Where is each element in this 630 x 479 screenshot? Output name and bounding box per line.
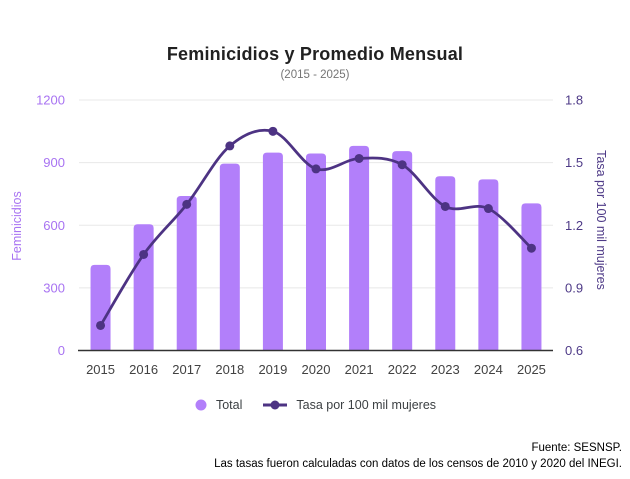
bar-2015[interactable] — [90, 264, 111, 351]
note-line: Las tasas fueron calculadas con datos de… — [214, 458, 622, 470]
legend-label-tasa: Tasa por 100 mil mujeres — [296, 398, 437, 412]
bar-2025[interactable] — [521, 203, 542, 351]
bar-2016[interactable] — [133, 224, 154, 351]
legend-item-tasa: Tasa por 100 mil mujeres — [262, 398, 436, 412]
x-axis-tick: 2018 — [215, 362, 244, 377]
x-axis-tick: 2023 — [431, 362, 460, 377]
x-axis-tick: 2022 — [388, 362, 417, 377]
bar-2024[interactable] — [478, 179, 499, 351]
x-axis-tick: 2019 — [258, 362, 287, 377]
line-point-2024[interactable] — [483, 204, 493, 214]
y-axis-left-tick: 300 — [43, 280, 65, 295]
total-circle-marker-icon — [195, 399, 207, 411]
bar-2021[interactable] — [349, 145, 370, 351]
y-axis-right-tick: 1.5 — [565, 155, 583, 170]
right-axis-title: Tasa por 100 mil mujeres — [594, 150, 608, 290]
line-point-2023[interactable] — [440, 201, 450, 211]
legend-item-total: Total — [194, 398, 242, 412]
bar-2018[interactable] — [219, 163, 240, 351]
bar-2019[interactable] — [262, 152, 283, 351]
bar-2023[interactable] — [435, 176, 456, 351]
chart-footnote: Fuente: SESNSP. Las tasas fueron calcula… — [214, 440, 622, 472]
y-axis-right-tick: 1.8 — [565, 93, 583, 108]
x-axis-tick: 2020 — [302, 362, 331, 377]
line-point-2025[interactable] — [526, 243, 536, 253]
x-axis-tick: 2017 — [172, 362, 201, 377]
line-point-2016[interactable] — [139, 249, 149, 259]
x-axis-tick: 2015 — [86, 362, 115, 377]
rate-line — [99, 128, 533, 327]
bar-2022[interactable] — [392, 151, 413, 351]
source-line: Fuente: SESNSP. — [531, 442, 622, 454]
y-axis-left-tick: 1200 — [36, 93, 65, 108]
line-point-2015[interactable] — [96, 320, 106, 330]
chart-subtitle: (2015 - 2025) — [280, 69, 350, 81]
line-point-2020[interactable] — [311, 164, 321, 174]
chart-legend: Total Tasa por 100 mil mujeres — [0, 398, 630, 412]
legend-label-total: Total — [215, 398, 243, 412]
line-point-2021[interactable] — [354, 153, 364, 163]
bar-2017[interactable] — [176, 196, 197, 351]
line-point-2017[interactable] — [182, 199, 192, 209]
y-axis-right-tick: 0.6 — [565, 343, 583, 358]
line-dot-marker-icon — [263, 400, 288, 410]
y-axis-left-tick: 0 — [58, 343, 65, 358]
line-point-2022[interactable] — [397, 160, 407, 170]
chart-title: Feminicidios y Promedio Mensual — [166, 44, 464, 64]
x-axis-tick: 2021 — [345, 362, 374, 377]
y-axis-right-tick: 0.9 — [565, 280, 583, 295]
legend-circle — [195, 399, 207, 411]
x-axis-tick: 2016 — [129, 362, 158, 377]
line-point-2018[interactable] — [225, 141, 235, 151]
y-axis-left-tick: 900 — [43, 155, 65, 170]
bar-2020[interactable] — [306, 153, 326, 351]
x-axis-tick: 2025 — [517, 362, 546, 377]
legend-dot — [270, 400, 280, 410]
left-axis-title: Feminicidios — [10, 191, 24, 261]
y-axis-left-tick: 600 — [43, 218, 65, 233]
line-point-2019[interactable] — [268, 126, 278, 136]
y-axis-right-tick: 1.2 — [565, 218, 583, 233]
x-axis-tick: 2024 — [474, 362, 503, 377]
